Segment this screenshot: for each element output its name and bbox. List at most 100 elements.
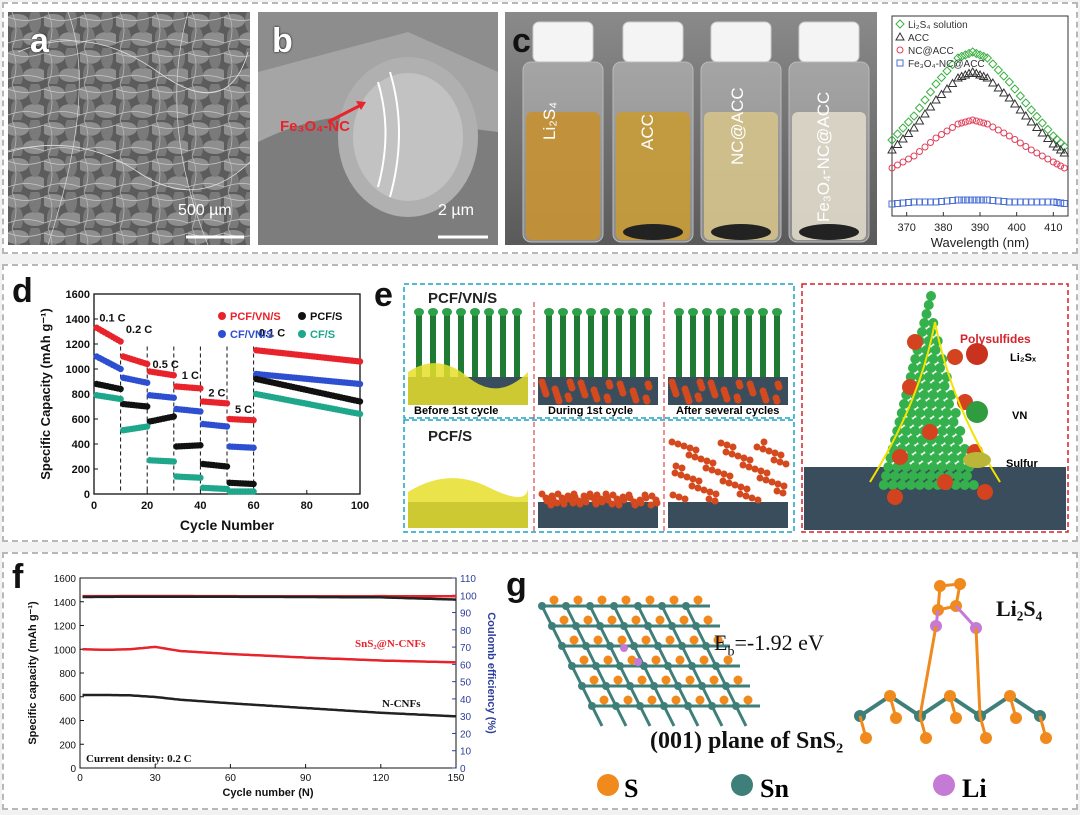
e-lisx-particle: [672, 462, 680, 470]
vials-photo: [522, 21, 870, 243]
e-lisx-particle: [768, 478, 776, 486]
vial-liquid: [704, 112, 778, 240]
e-vn-sphere: [946, 462, 957, 472]
uv-xtick-label: 400: [1007, 222, 1025, 234]
g-sn-atom: [588, 702, 596, 710]
d-point: [197, 442, 204, 449]
uv-point: [1031, 122, 1042, 131]
e-vn-sphere: [910, 462, 921, 472]
e-vn-tip: [628, 308, 638, 316]
e-lisx-particle: [608, 500, 616, 508]
e-vn-sphere: [935, 435, 945, 445]
e-vn-sphere: [939, 417, 950, 427]
uv-point: [1053, 199, 1061, 206]
uv-point: [896, 59, 904, 67]
e-lisx-particle: [739, 461, 747, 469]
uv-point: [972, 196, 980, 204]
g-sn-atom: [688, 662, 696, 670]
uv-point: [1022, 198, 1030, 206]
panel-b-scalebar-label: 2 µm: [438, 202, 474, 219]
e-sulfur-blob: [408, 478, 528, 528]
uv-point: [931, 94, 941, 104]
e-lisx-particle: [709, 459, 717, 467]
panel-f-label: f: [12, 558, 24, 596]
e-vn-sphere: [926, 471, 936, 481]
uv-legend-entry: Fe₃O₄-NC@ACC: [908, 59, 985, 70]
e-lisx-particle: [641, 491, 649, 499]
e-lisx-particle: [580, 492, 588, 500]
e-vn-sphere: [883, 462, 894, 472]
d-ytick-label: 800: [72, 389, 90, 401]
uv-point: [964, 48, 974, 59]
vial-sediment: [711, 224, 771, 240]
uv-point: [898, 133, 908, 143]
uv-point: [909, 122, 919, 132]
f-xtick-label: 60: [225, 773, 237, 784]
uv-point: [1038, 198, 1046, 206]
e-caption-1: Before 1st cycle: [414, 405, 499, 417]
uv-point: [921, 143, 929, 151]
e-vn-tip: [498, 308, 508, 316]
uv-point: [903, 128, 914, 137]
uv-point: [958, 119, 966, 127]
panel-a-scalebar-label: 500 µm: [178, 202, 232, 219]
e-vn-sphere: [962, 471, 972, 481]
e-vn-sphere: [946, 390, 957, 400]
d-point: [356, 410, 364, 418]
g-s-atom: [655, 615, 665, 625]
g-sn-atom: [664, 662, 672, 670]
e-lisx-particle: [723, 395, 731, 403]
d-point: [250, 488, 257, 495]
panel-b-sem-image: [258, 12, 498, 245]
uv-point: [953, 72, 963, 82]
e-lisx-particle: [776, 458, 784, 466]
e-caption-3: After several cycles: [676, 405, 780, 417]
e-lisx-particle: [695, 395, 703, 403]
e-vn-sphere: [928, 390, 939, 400]
e-vn-sphere: [953, 435, 963, 445]
panel-d-label: d: [12, 272, 33, 310]
e-vn-sphere: [948, 453, 959, 463]
f-ytick-label: 1600: [54, 574, 77, 585]
g-bond: [974, 627, 982, 717]
e-lisx-particle: [734, 452, 742, 460]
e-vn-rod: [602, 310, 608, 377]
g-s-atom: [569, 635, 579, 645]
g-energy-sub: b: [727, 644, 735, 660]
uv-point: [969, 116, 977, 124]
e-vn-rod: [514, 310, 520, 377]
e-vn-sphere: [905, 444, 916, 454]
d-rate-label: 0.1 C: [99, 313, 125, 325]
vial-cap: [798, 21, 860, 63]
uv-point: [954, 196, 962, 204]
e-lisx-particle: [711, 497, 719, 505]
d-point: [117, 338, 124, 345]
uv-point: [1037, 127, 1048, 137]
uv-point: [1032, 111, 1042, 122]
e-vn-sphere: [953, 471, 963, 481]
e-lisx-particle: [708, 466, 716, 474]
uv-point: [956, 71, 967, 80]
g-sn-atom: [682, 602, 690, 610]
e-vn-sphere: [926, 399, 936, 409]
e-vn-rod: [630, 310, 636, 377]
g-sn-atom: [572, 622, 580, 630]
d-series-1: [93, 353, 364, 451]
d-legend-entry: PCF/S: [310, 311, 342, 323]
e-lisx-particle: [555, 397, 563, 405]
d-point: [356, 380, 364, 388]
e-lisx-particle: [692, 446, 700, 454]
d-series-0: [93, 324, 364, 424]
d-legend-marker: [298, 312, 306, 320]
e-lisx-particle: [564, 492, 572, 500]
e-vn-sphere: [896, 408, 907, 418]
vial-label-1: Li₂S₄: [540, 101, 559, 140]
g-sn-atom: [678, 642, 686, 650]
rate-capability-chart: 0 200 400 600 800 1000 1200 1400 1600 0 20 40 60 80 10…: [38, 289, 369, 533]
g-s-atom: [733, 675, 743, 685]
d-xtick-label: 100: [351, 500, 369, 512]
e-vn-sphere: [932, 372, 943, 382]
d-ytick-label: 1600: [66, 289, 90, 301]
e-lisx-particle: [619, 493, 627, 501]
e-vn-sphere: [932, 408, 943, 418]
